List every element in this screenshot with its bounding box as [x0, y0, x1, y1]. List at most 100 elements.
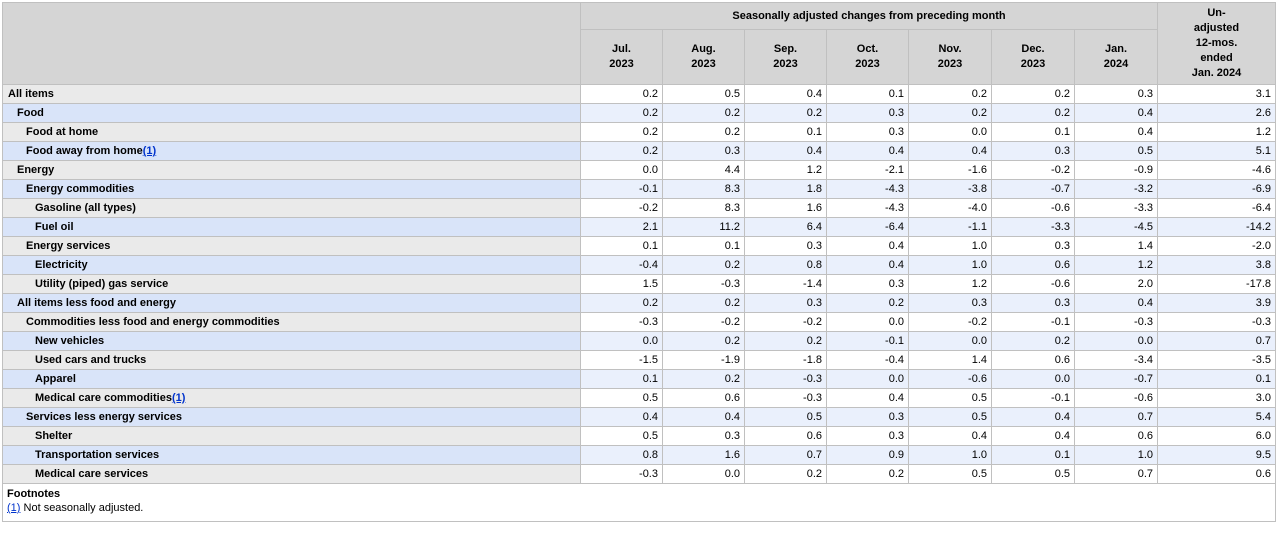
value-cell: 0.3: [662, 426, 745, 446]
value-cell: 1.2: [908, 274, 992, 294]
row-label: Gasoline (all types): [35, 202, 136, 214]
row-label-cell: Medical care commodities(1): [2, 388, 581, 408]
value-cell: 0.0: [908, 331, 992, 351]
value-cell: -0.6: [908, 369, 992, 389]
value-cell: 0.2: [908, 84, 992, 104]
value-cell: 0.9: [826, 445, 909, 465]
value-cell: 0.5: [1073, 141, 1159, 161]
row-label-cell: Electricity: [2, 255, 581, 275]
row-label: All items less food and energy: [17, 297, 176, 309]
footnotes-title: Footnotes: [7, 488, 61, 500]
value-cell: -0.7: [991, 179, 1075, 199]
table-row: Transportation services 0.8 1.6 0.7 0.9 …: [2, 445, 1277, 465]
row-label: Energy services: [26, 240, 111, 252]
unadjusted-value-cell: -14.2: [1157, 217, 1277, 237]
value-cell: 0.2: [826, 464, 909, 484]
month-column-header: Dec. 2023: [991, 29, 1075, 85]
table-row: Food away from home(1) 0.2 0.3 0.4 0.4 0…: [2, 141, 1277, 161]
value-cell: 0.4: [1073, 122, 1159, 142]
value-cell: -3.2: [1073, 179, 1159, 199]
value-cell: 0.3: [826, 103, 909, 123]
row-label-cell: Energy: [2, 160, 581, 180]
value-cell: 0.2: [580, 293, 663, 313]
row-label-column-header: [2, 2, 581, 85]
value-cell: 0.5: [662, 84, 745, 104]
value-cell: 1.0: [908, 236, 992, 256]
row-label: Used cars and trucks: [35, 354, 147, 366]
unadjusted-value-cell: -6.4: [1157, 198, 1277, 218]
value-cell: 0.4: [1073, 293, 1159, 313]
value-cell: 0.2: [662, 331, 745, 351]
value-cell: -0.4: [826, 350, 909, 370]
cpi-table: Seasonally adjusted changes from precedi…: [1, 2, 1277, 522]
footnote-marker-link[interactable]: (1): [7, 502, 21, 514]
row-footnote-link[interactable]: (1): [142, 145, 157, 157]
value-cell: 0.2: [662, 255, 745, 275]
value-cell: 0.3: [826, 407, 909, 427]
unadjusted-value-cell: 3.9: [1157, 293, 1277, 313]
row-label: All items: [8, 88, 54, 100]
row-footnote-link[interactable]: (1): [171, 392, 186, 404]
value-cell: 0.7: [744, 445, 827, 465]
month-column-header: Nov. 2023: [908, 29, 992, 85]
table-header: Seasonally adjusted changes from precedi…: [2, 2, 1277, 85]
value-cell: 0.1: [580, 236, 663, 256]
unadjusted-column-header: Un- adjusted 12-mos. ended Jan. 2024: [1157, 2, 1277, 85]
value-cell: 1.0: [908, 445, 992, 465]
row-label-cell: Food at home: [2, 122, 581, 142]
value-cell: 0.1: [991, 122, 1075, 142]
value-cell: 6.4: [744, 217, 827, 237]
month-column-header: Jan. 2024: [1073, 29, 1159, 85]
value-cell: 0.2: [580, 122, 663, 142]
unadjusted-value-cell: -3.5: [1157, 350, 1277, 370]
value-cell: 0.0: [662, 464, 745, 484]
value-cell: 0.2: [908, 103, 992, 123]
table-row: Services less energy services 0.4 0.4 0.…: [2, 407, 1277, 427]
unadjusted-value-cell: 3.0: [1157, 388, 1277, 408]
value-cell: -0.2: [662, 312, 745, 332]
unadjusted-value-cell: 3.1: [1157, 84, 1277, 104]
table-row: Fuel oil 2.1 11.2 6.4 -6.4 -1.1 -3.3 -4.…: [2, 217, 1277, 237]
row-label-cell: Gasoline (all types): [2, 198, 581, 218]
value-cell: -1.6: [908, 160, 992, 180]
seasonally-adjusted-group-header: Seasonally adjusted changes from precedi…: [579, 2, 1159, 30]
row-label: Shelter: [35, 430, 73, 442]
value-cell: 0.1: [580, 369, 663, 389]
row-label-cell: Food away from home(1): [2, 141, 581, 161]
value-cell: -3.3: [1073, 198, 1159, 218]
value-cell: 1.8: [744, 179, 827, 199]
value-cell: -1.1: [908, 217, 992, 237]
row-label: Transportation services: [35, 449, 160, 461]
value-cell: 11.2: [662, 217, 745, 237]
value-cell: 0.0: [826, 369, 909, 389]
row-label-cell: All items less food and energy: [2, 293, 581, 313]
row-label-cell: New vehicles: [2, 331, 581, 351]
row-label-cell: Energy commodities: [2, 179, 581, 199]
value-cell: 0.6: [1073, 426, 1159, 446]
value-cell: -0.7: [1073, 369, 1159, 389]
value-cell: -0.6: [991, 198, 1075, 218]
row-label-cell: Commodities less food and energy commodi…: [2, 312, 581, 332]
value-cell: 0.8: [744, 255, 827, 275]
value-cell: -0.4: [580, 255, 663, 275]
value-cell: -3.8: [908, 179, 992, 199]
value-cell: 1.0: [908, 255, 992, 275]
value-cell: -1.5: [580, 350, 663, 370]
value-cell: 0.4: [826, 388, 909, 408]
value-cell: 1.6: [744, 198, 827, 218]
value-cell: 0.0: [1073, 331, 1159, 351]
value-cell: -0.2: [991, 160, 1075, 180]
value-cell: 0.6: [744, 426, 827, 446]
value-cell: 0.4: [826, 236, 909, 256]
row-label: Fuel oil: [35, 221, 74, 233]
value-cell: 1.4: [908, 350, 992, 370]
value-cell: 0.3: [1073, 84, 1159, 104]
value-cell: 0.3: [991, 141, 1075, 161]
value-cell: 0.1: [744, 122, 827, 142]
row-label: Commodities less food and energy commodi…: [26, 316, 280, 328]
table-row: Gasoline (all types) -0.2 8.3 1.6 -4.3 -…: [2, 198, 1277, 218]
unadjusted-value-cell: -6.9: [1157, 179, 1277, 199]
value-cell: 0.7: [1073, 464, 1159, 484]
value-cell: -0.2: [580, 198, 663, 218]
unadjusted-value-cell: 0.6: [1157, 464, 1277, 484]
